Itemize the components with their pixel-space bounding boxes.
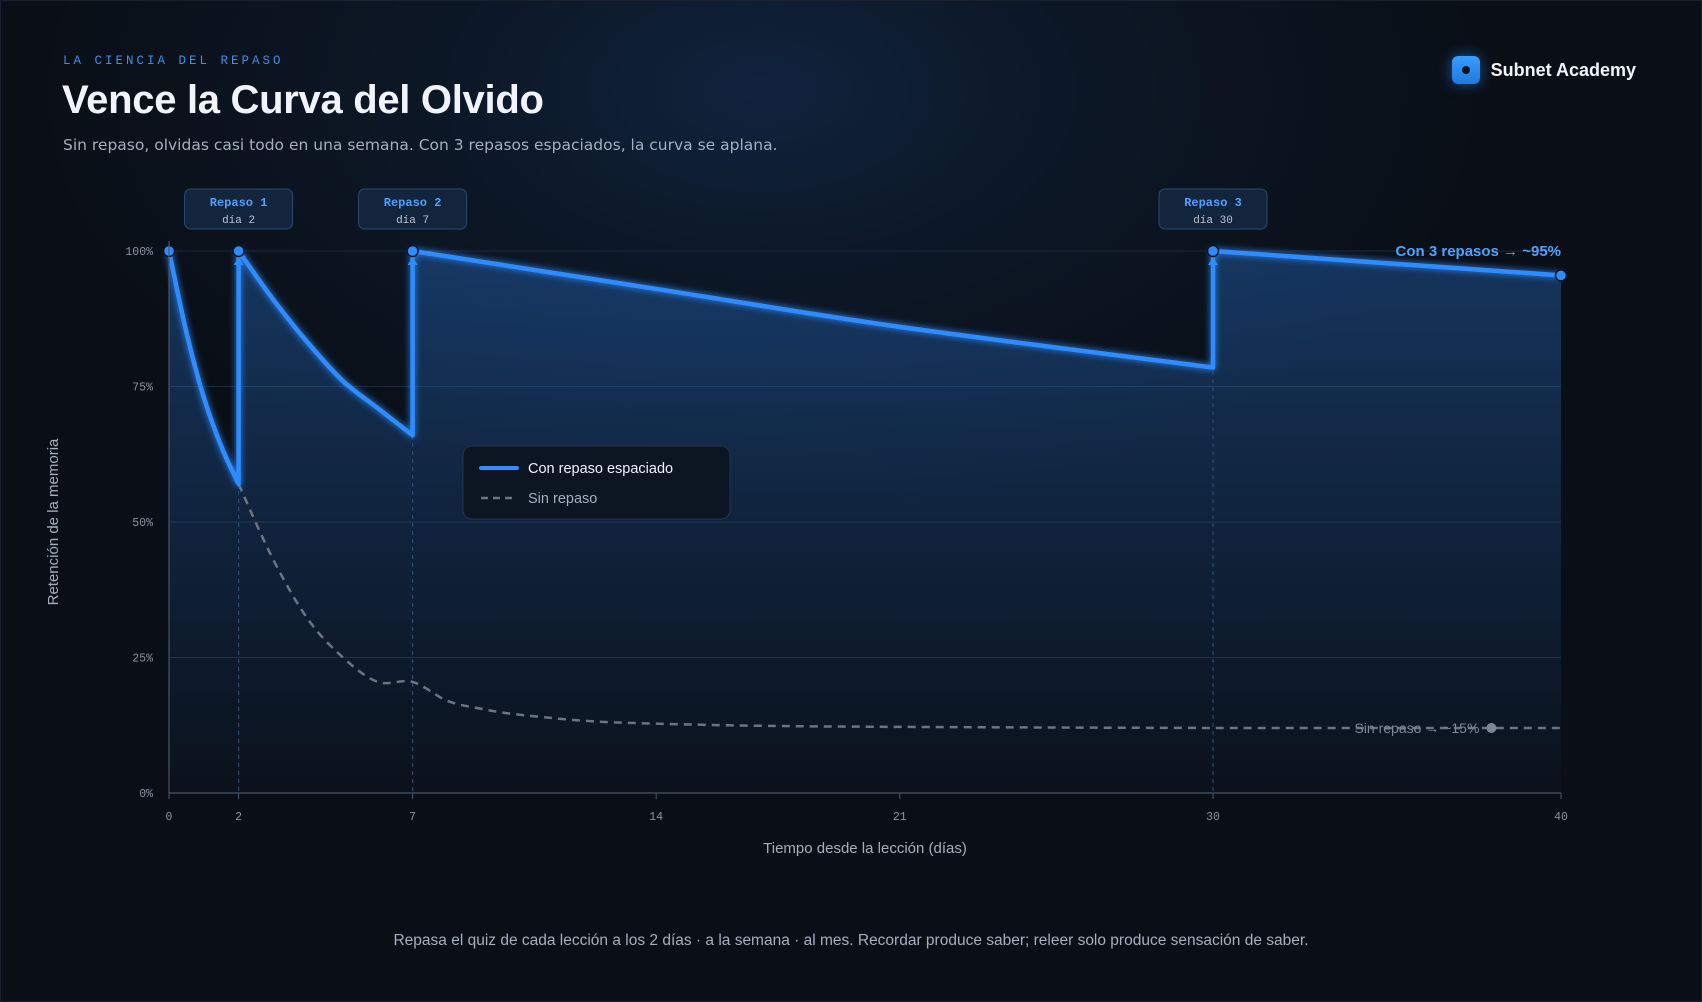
annotation-no-review: Sin repaso → ~15%: [1354, 720, 1479, 736]
y-tick-label: 100%: [125, 246, 153, 259]
y-axis-title: Retención de la memoria: [45, 438, 62, 605]
review-jump-arrow: [407, 257, 418, 265]
review-label-title: Repaso 1: [210, 196, 268, 210]
review-label-day: día 30: [1193, 215, 1233, 227]
page-title: Vence la Curva del Olvido: [62, 78, 544, 122]
review-label-box: [358, 188, 468, 230]
spaced-review-curve: [166, 248, 1562, 487]
x-tick-label: 0: [166, 811, 173, 824]
review-label-box: [184, 188, 294, 230]
retention-area: [169, 251, 1561, 793]
x-tick-label: 7: [409, 811, 416, 824]
eyebrow-label: LA CIENCIA DEL REPASO: [63, 54, 284, 68]
review-jump-arrow: [233, 257, 244, 265]
y-tick-label: 50%: [132, 517, 153, 530]
x-tick-label: 14: [649, 811, 663, 824]
review-label-day: día 2: [222, 215, 255, 227]
review-label-title: Repaso 3: [1184, 196, 1242, 210]
spaced-review-marker: [406, 244, 419, 258]
no-review-curve: [237, 483, 1562, 730]
x-tick-label: 30: [1206, 811, 1220, 824]
footer-tip: Repasa el quiz de cada lección a los 2 d…: [393, 932, 1309, 949]
y-tick-label: 25%: [132, 653, 153, 666]
spaced-review-marker: [232, 244, 245, 258]
y-tick-label: 0%: [139, 788, 153, 801]
review-label-day: día 7: [396, 215, 429, 227]
legend-box: [462, 445, 731, 520]
review-label-title: Repaso 2: [384, 196, 442, 210]
review-jump-arrow: [1208, 257, 1218, 265]
logo-icon: [1451, 56, 1480, 84]
brand-badge: Subnet Academy: [1451, 56, 1636, 84]
legend-label-with-review: Con repaso espaciado: [528, 461, 673, 477]
x-tick-label: 40: [1554, 811, 1568, 824]
chart-legend: Con repaso espaciado Sin repaso: [462, 445, 731, 520]
review-label-box: [1158, 188, 1268, 230]
x-tick-label: 2: [235, 811, 242, 824]
x-axis-title: Tiempo desde la lección (días): [763, 840, 967, 857]
legend-label-no-review: Sin repaso: [528, 491, 597, 507]
x-tick-label: 21: [893, 811, 907, 824]
no-review-end-marker: [1486, 722, 1497, 733]
brand-name: Subnet Academy: [1490, 59, 1636, 80]
y-tick-label: 75%: [132, 382, 153, 395]
spaced-review-marker: [1206, 244, 1220, 258]
page-subtitle: Sin repaso, olvidas casi todo en una sem…: [63, 136, 778, 154]
annotation-with-review: Con 3 repasos → ~95%: [1396, 243, 1561, 260]
spaced-review-marker: [1554, 269, 1568, 282]
